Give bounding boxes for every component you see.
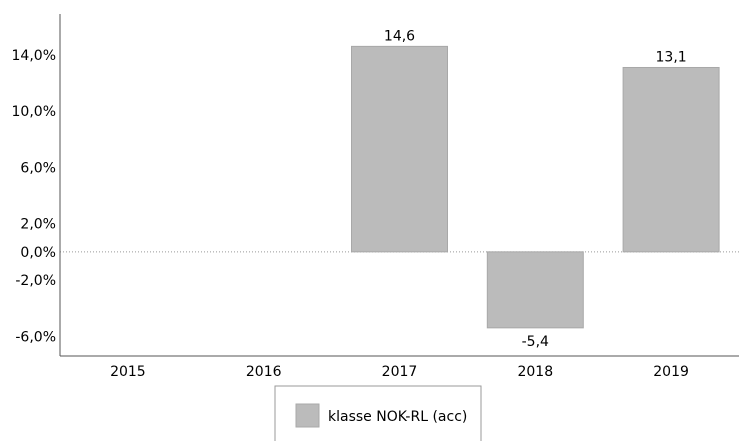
value-labels: 14,6 -5,4 13,1 — [384, 28, 687, 349]
y-tick-label: 2,0% — [20, 217, 56, 233]
x-tick-label: 2015 — [110, 364, 146, 380]
axes — [59, 14, 739, 357]
y-tick-label: 14,0% — [12, 48, 56, 64]
x-tick-label: 2017 — [382, 364, 418, 380]
y-axis-ticks: 14,0% 10,0% 6,0% 2,0% 0,0% -2,0% -6,0% — [12, 48, 56, 345]
bar-2018 — [486, 251, 584, 329]
data-label-2017: 14,6 — [384, 28, 415, 44]
data-label-2019: 13,1 — [656, 49, 687, 65]
y-tick-label: -6,0% — [15, 329, 56, 345]
x-tick-label: 2016 — [246, 364, 282, 380]
x-tick-label: 2019 — [653, 364, 689, 380]
y-tick-label: 0,0% — [20, 245, 56, 261]
legend: klasse NOK-RL (acc) — [274, 385, 482, 441]
bar-2017 — [351, 45, 448, 253]
x-tick-label: 2018 — [517, 364, 553, 380]
legend-swatch — [295, 403, 320, 428]
bar-2019 — [622, 66, 720, 253]
y-tick-label: -2,0% — [15, 273, 56, 289]
x-axis-ticks: 2015 2016 2017 2018 2019 — [110, 364, 689, 380]
y-tick-label: 6,0% — [20, 160, 56, 176]
y-tick-label: 10,0% — [12, 104, 56, 120]
bars — [351, 45, 720, 329]
legend-label: klasse NOK-RL (acc) — [328, 409, 467, 425]
data-label-2018: -5,4 — [522, 334, 549, 350]
